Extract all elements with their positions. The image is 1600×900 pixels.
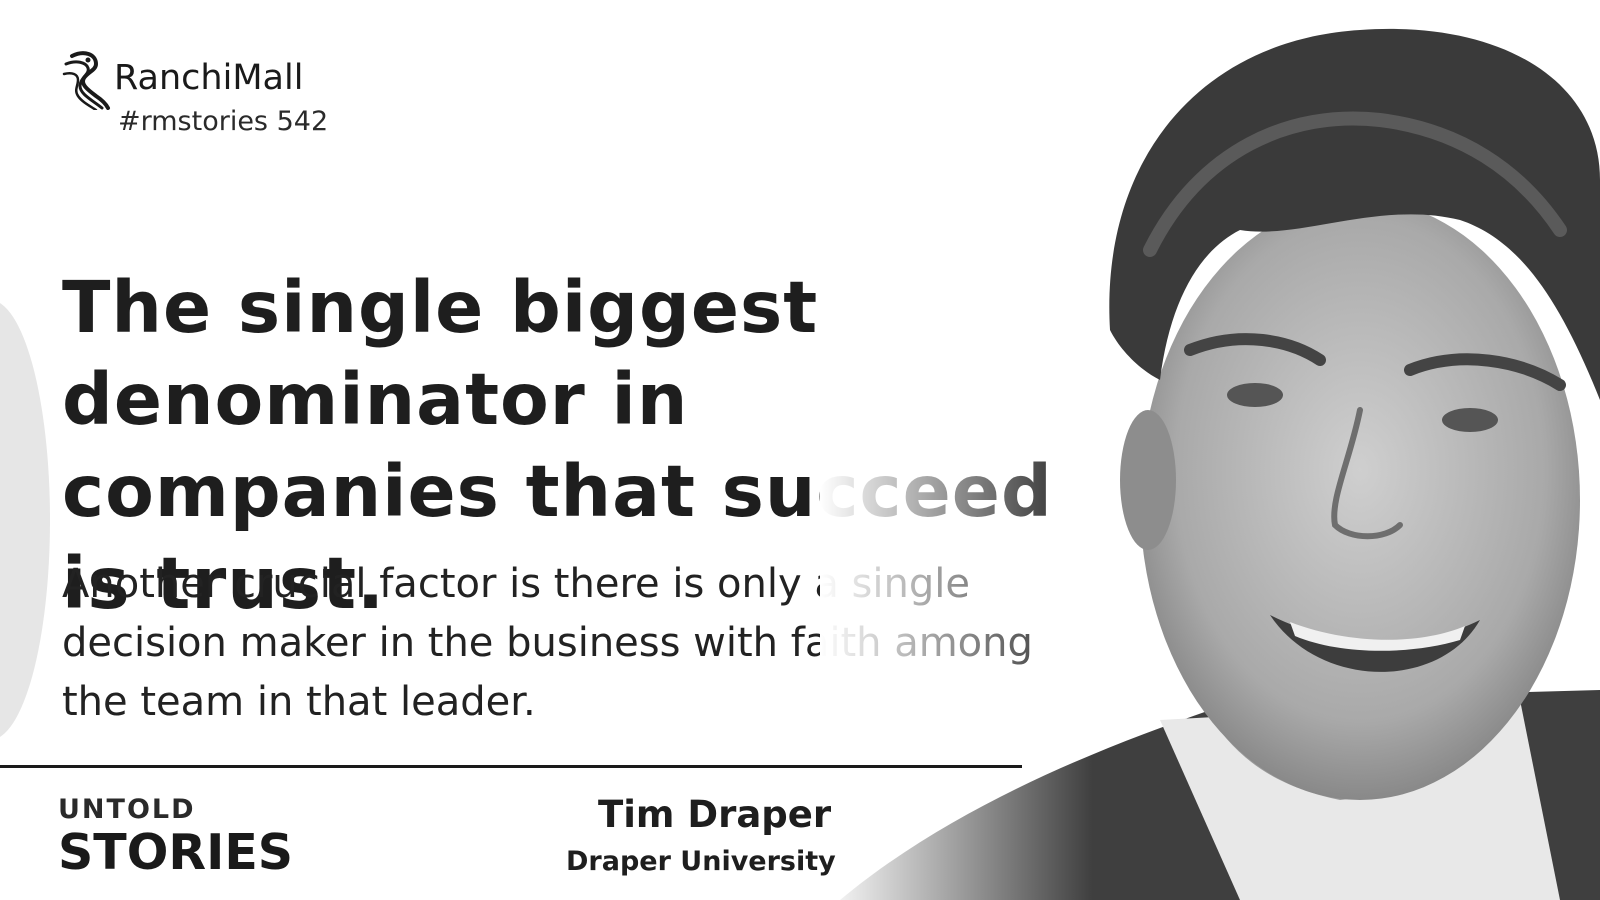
seahorse-icon	[62, 51, 110, 110]
author-organization: Draper University	[566, 846, 836, 877]
footer-divider	[0, 765, 1022, 768]
left-arc-decoration	[0, 300, 50, 740]
quote-headline: The single biggest denominator in compan…	[62, 266, 1053, 625]
brand-name: RanchiMall	[114, 58, 304, 98]
series-label-untold: UNTOLD	[58, 794, 196, 825]
quote-body: Another crucial factor is there is only …	[62, 561, 1033, 725]
speaker-portrait	[820, 0, 1600, 900]
story-hashtag: #rmstories 542	[118, 106, 329, 137]
author-name: Tim Draper	[598, 793, 832, 836]
series-label-stories: STORIES	[58, 824, 294, 881]
